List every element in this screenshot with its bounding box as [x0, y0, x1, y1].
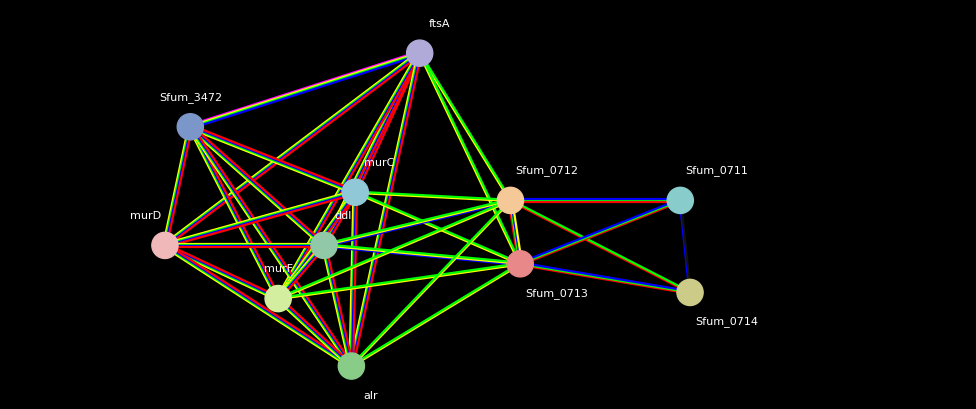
Circle shape — [178, 114, 203, 140]
Text: ddl: ddl — [335, 211, 352, 221]
Text: Sfum_0712: Sfum_0712 — [515, 166, 579, 176]
Text: Sfum_0714: Sfum_0714 — [695, 317, 758, 327]
Circle shape — [152, 232, 178, 258]
Circle shape — [265, 285, 291, 312]
Text: Sfum_0713: Sfum_0713 — [525, 288, 589, 299]
Text: murC: murC — [364, 158, 395, 168]
Text: alr: alr — [364, 391, 378, 400]
Text: murD: murD — [130, 211, 161, 221]
Circle shape — [311, 232, 337, 258]
Text: Sfum_3472: Sfum_3472 — [159, 92, 222, 103]
Circle shape — [407, 40, 432, 66]
Circle shape — [498, 187, 523, 213]
Circle shape — [343, 179, 368, 205]
Circle shape — [668, 187, 693, 213]
Circle shape — [677, 279, 703, 306]
Circle shape — [339, 353, 364, 379]
Circle shape — [508, 251, 533, 277]
Text: ftsA: ftsA — [428, 19, 450, 29]
Text: murF: murF — [264, 264, 293, 274]
Text: Sfum_0711: Sfum_0711 — [685, 166, 749, 176]
